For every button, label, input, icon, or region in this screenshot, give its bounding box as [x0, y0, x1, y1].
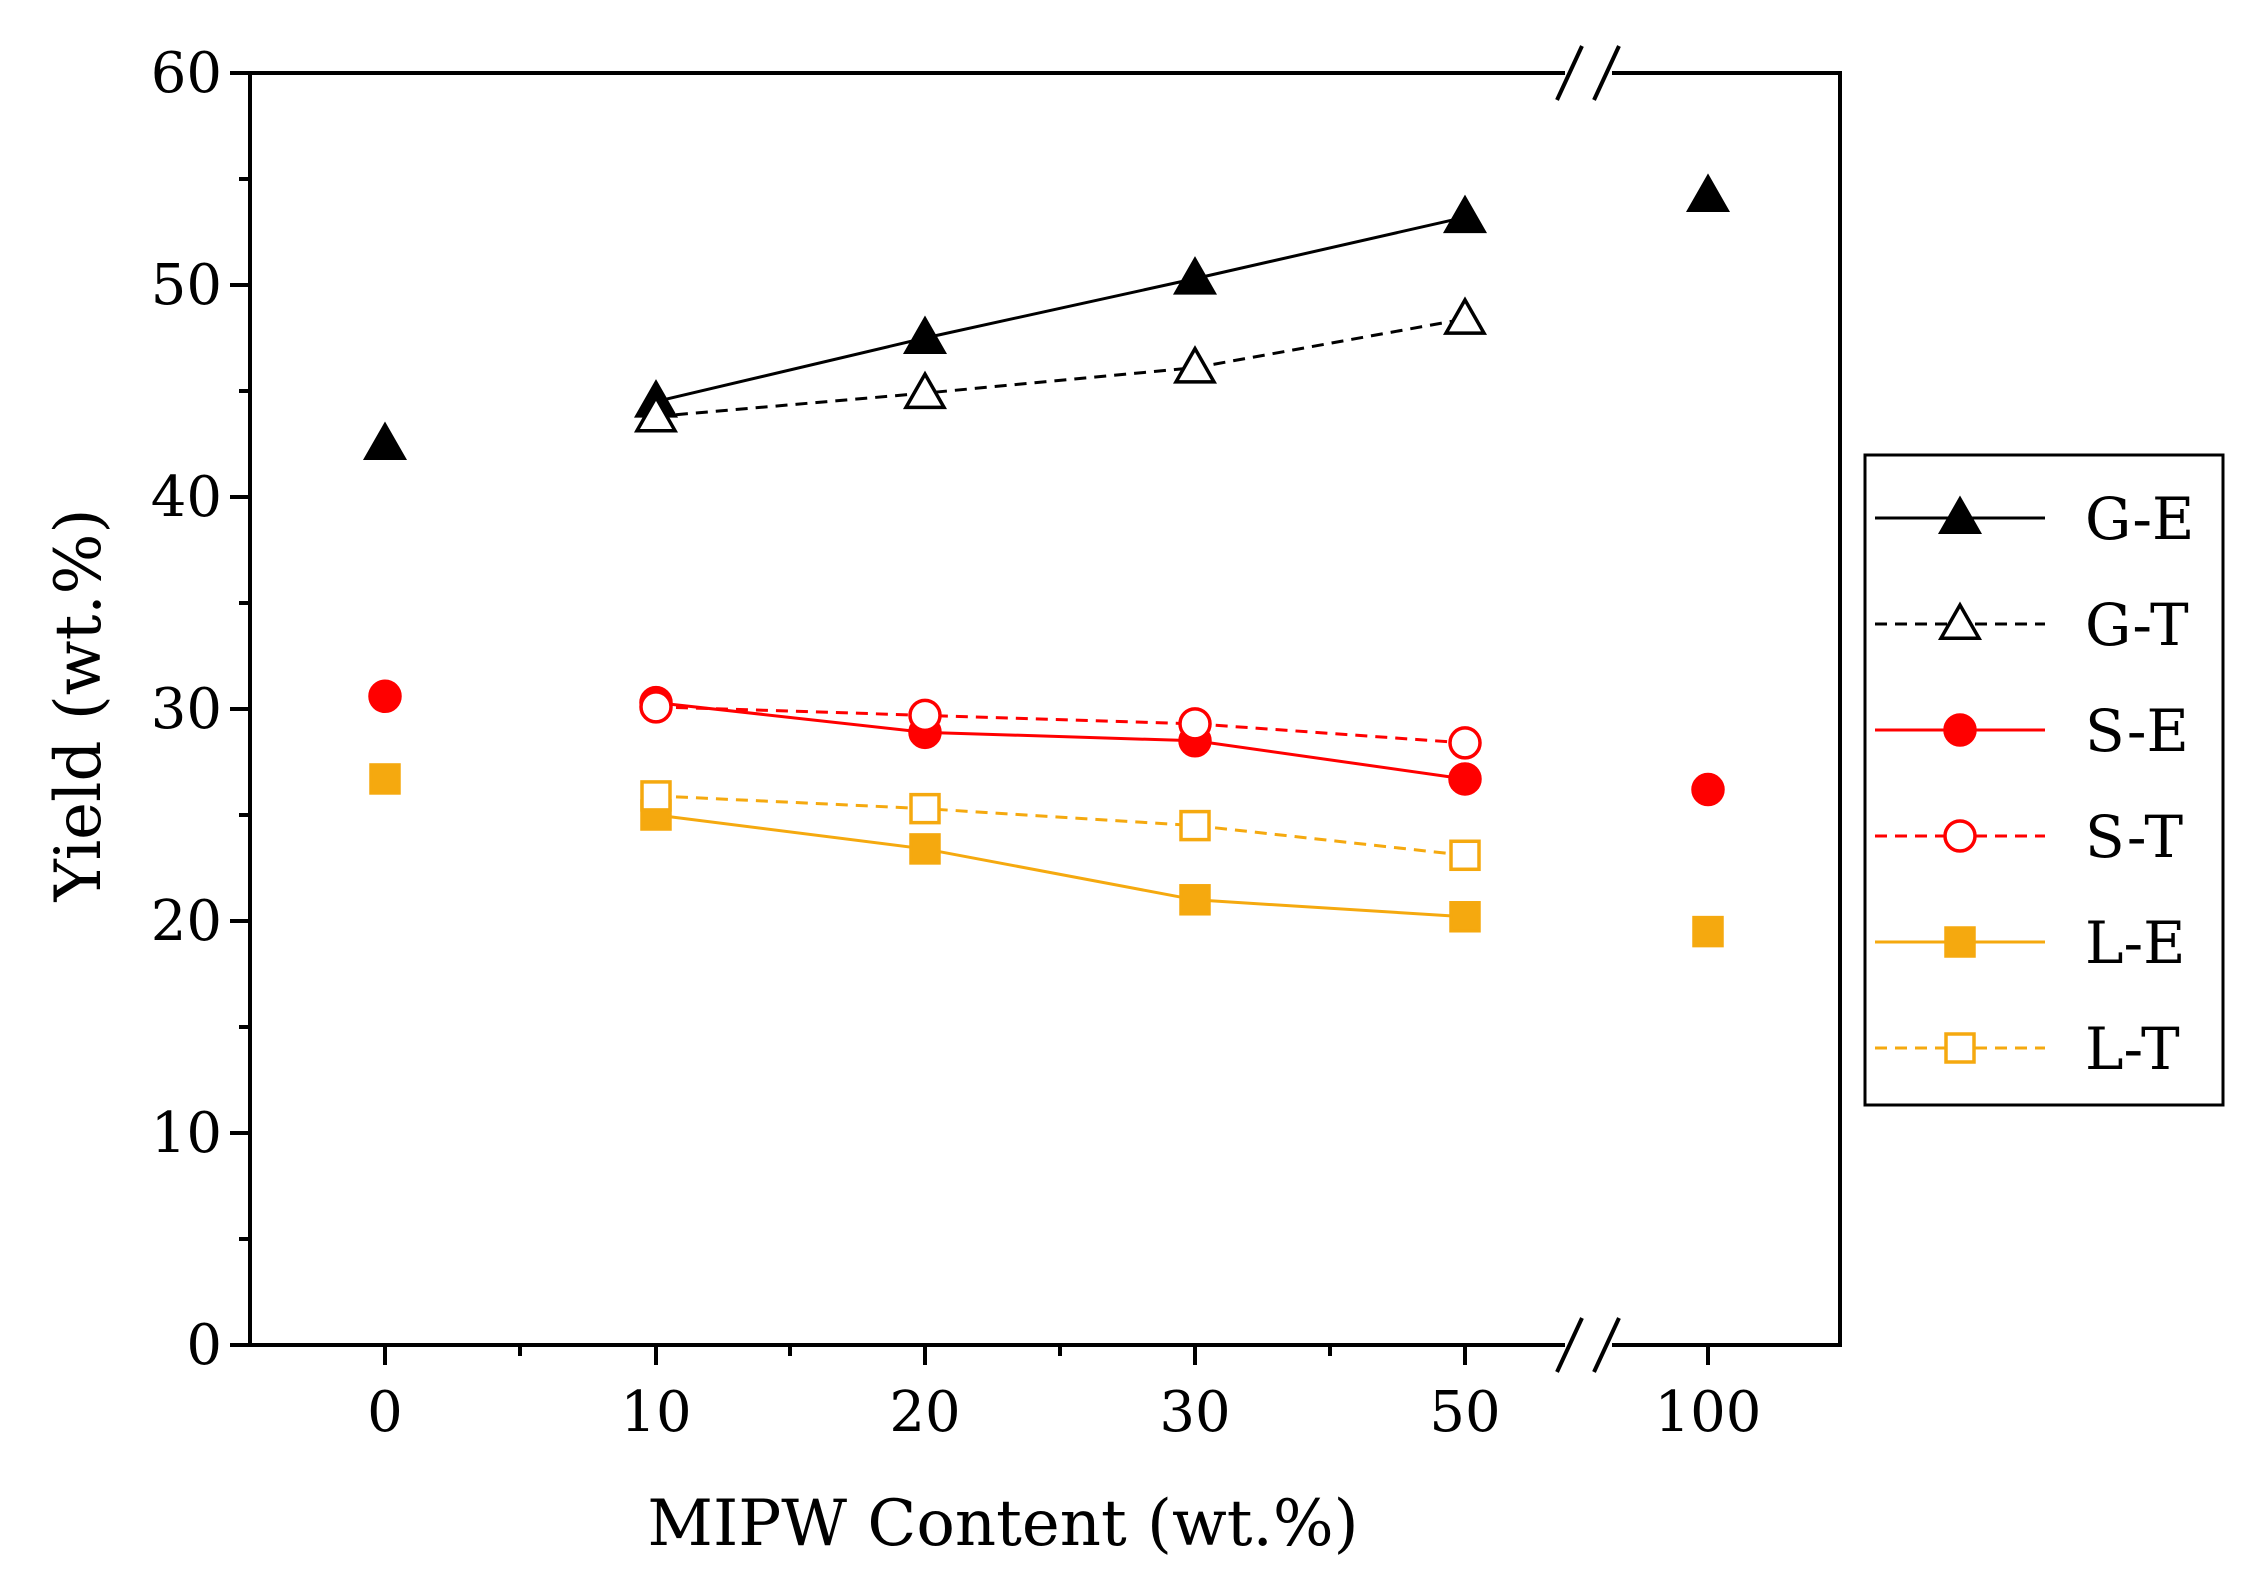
marker-l-e [909, 833, 941, 865]
marker-legend-g-t [1937, 601, 1983, 640]
marker-legend-s-e [1943, 713, 1977, 747]
x-axis-title: MIPW Content (wt.%) [647, 1487, 1358, 1561]
marker-l-e [1692, 915, 1724, 948]
marker-s-e [1448, 762, 1482, 796]
marker-l-e [1179, 884, 1211, 916]
line-s-t [655, 705, 1466, 745]
marker-legend-g-e [1937, 495, 1983, 534]
y-tick-label: 10 [151, 1101, 222, 1166]
y-tick-label: 40 [151, 465, 222, 530]
y-tick-label: 60 [151, 41, 222, 106]
legend-label-s-t: S-T [2085, 803, 2183, 871]
x-tick-label: 20 [889, 1380, 960, 1445]
legend-label-s-e: S-E [2085, 697, 2189, 765]
marker-l-t [909, 792, 941, 825]
marker-g-e [902, 315, 948, 354]
y-tick-label: 20 [151, 889, 222, 954]
axis-break-mark [1592, 1317, 1621, 1373]
marker-l-e [369, 763, 401, 795]
marker-g-t [633, 393, 679, 433]
line-l-e [655, 813, 1466, 919]
marker-g-e [362, 421, 408, 460]
x-tick-label: 10 [620, 1380, 691, 1445]
marker-s-t [1178, 707, 1212, 741]
marker-s-t [639, 690, 673, 724]
marker-l-t [1449, 839, 1481, 872]
y-tick-label: 50 [151, 253, 222, 318]
y-axis-title: Yield (wt.%) [42, 509, 116, 903]
legend-label-l-t: L-T [2085, 1015, 2180, 1083]
marker-g-e [1442, 194, 1488, 234]
line-l-t [655, 794, 1466, 857]
marker-legend-s-t [1943, 819, 1977, 853]
legend-label-l-e: L-E [2085, 909, 2185, 977]
marker-g-t [1172, 345, 1218, 384]
marker-s-t [1448, 726, 1482, 760]
line-g-t [655, 317, 1466, 418]
axis-break-mark [1555, 1317, 1584, 1373]
legend-label-g-e: G-E [2085, 485, 2194, 553]
x-tick-label: 0 [367, 1380, 403, 1445]
marker-g-t [1442, 296, 1488, 335]
marker-l-e [1449, 901, 1481, 933]
x-tick-label: 50 [1429, 1380, 1500, 1445]
marker-l-t [1179, 809, 1211, 842]
line-g-e [655, 215, 1466, 404]
marker-l-t [640, 780, 672, 812]
marker-s-e [1691, 772, 1725, 807]
marker-s-t [908, 698, 942, 733]
legend-label-g-t: G-T [2085, 591, 2189, 659]
line-s-e [655, 701, 1466, 781]
x-tick-label: 30 [1159, 1380, 1230, 1445]
plot-frame [248, 71, 1842, 1347]
axis-break-mark [1555, 45, 1584, 101]
marker-g-e [1685, 173, 1731, 212]
marker-legend-l-e [1944, 926, 1976, 958]
marker-s-e [368, 679, 402, 714]
axis-break-mark [1592, 45, 1621, 101]
y-tick-label: 30 [151, 677, 222, 742]
axes: 0 10 20 30 40 50 60 0 10 20 30 50 100 [151, 41, 1842, 1445]
legend: G-E G-T S-E S-T L-E L-T [1863, 453, 2225, 1107]
series-markers [362, 173, 1731, 948]
y-tick-label: 0 [186, 1313, 222, 1378]
legend-box [1863, 453, 2225, 1107]
marker-g-e [1172, 256, 1218, 295]
marker-g-t [902, 370, 948, 410]
marker-legend-l-t [1944, 1032, 1976, 1064]
x-tick-label: 100 [1655, 1380, 1762, 1445]
series-lines [655, 215, 1466, 919]
